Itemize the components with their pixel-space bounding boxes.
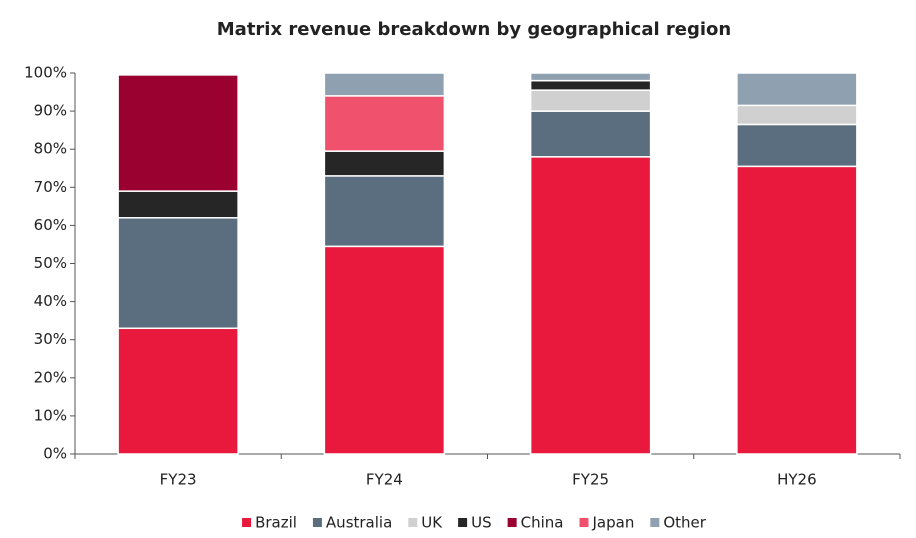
legend-label: Australia [326, 514, 392, 532]
legend-label: Brazil [255, 514, 297, 532]
y-tick-label: 80% [34, 140, 67, 158]
y-tick-label: 50% [34, 254, 67, 272]
bar-segment [323, 72, 446, 97]
legend-swatch [408, 518, 418, 527]
bar-segment [117, 190, 239, 219]
legend-swatch [458, 518, 468, 527]
legend-label: China [521, 514, 564, 532]
bar-segment [117, 74, 239, 192]
bar-segment [529, 110, 652, 158]
bar-segment [323, 95, 446, 152]
legend-swatch [650, 518, 660, 527]
bar-segment [323, 245, 446, 455]
y-tick-label: 30% [34, 330, 67, 348]
chart-title: Matrix revenue breakdown by geographical… [217, 19, 731, 40]
x-tick-label: FY24 [366, 471, 403, 489]
bar-segment [736, 72, 858, 107]
x-tick-label: HY26 [777, 471, 817, 489]
y-tick-label: 0% [43, 445, 67, 463]
y-tick-label: 40% [34, 292, 67, 310]
x-tick-label: FY23 [160, 471, 197, 489]
bar-segment [117, 217, 239, 330]
bar-segment [117, 327, 239, 455]
bar-segment [736, 123, 858, 168]
bar-segment [323, 175, 446, 248]
bar-segment [736, 104, 858, 126]
legend-swatch [312, 518, 322, 527]
legend-label: Japan [591, 514, 634, 532]
y-tick-label: 70% [34, 178, 67, 196]
legend-swatch [507, 518, 517, 527]
legend-label: UK [421, 514, 443, 532]
y-tick-label: 60% [34, 216, 67, 234]
y-tick-label: 20% [34, 368, 67, 386]
bar-segment [529, 79, 652, 91]
legend-label: US [471, 514, 492, 532]
legend-swatch [579, 518, 589, 527]
bar-segment [529, 72, 652, 82]
bar-segment [736, 165, 858, 455]
x-tick-label: FY25 [572, 471, 609, 489]
legend-swatch [242, 518, 252, 527]
bar-segment [323, 150, 446, 177]
legend-label: Other [663, 514, 706, 532]
y-tick-label: 100% [24, 64, 67, 82]
bar-segment [529, 89, 652, 112]
bar-segment [529, 156, 652, 455]
y-tick-label: 90% [34, 102, 67, 120]
y-tick-label: 10% [34, 406, 67, 424]
